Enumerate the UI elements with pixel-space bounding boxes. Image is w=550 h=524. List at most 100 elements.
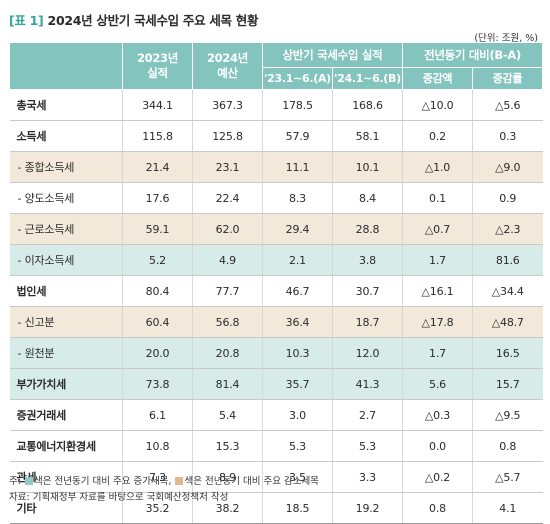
row-label: - 근로소득세 xyxy=(9,213,123,245)
row-label: 부가가치세 xyxy=(9,368,123,400)
header-group-change: 전년동기 대비(B-A) xyxy=(402,42,543,68)
table-row: 증권거래세 6.1 5.4 3.0 2.7 △0.3 △9.5 xyxy=(9,399,543,431)
header-group-actual: 상반기 국세수입 실적 xyxy=(262,42,403,68)
cell: 20.0 xyxy=(122,337,193,369)
cell: △2.3 xyxy=(472,213,543,245)
cell: 41.3 xyxy=(332,368,403,400)
cell: △10.0 xyxy=(402,89,473,121)
table-row: - 종합소득세 21.4 23.1 11.1 10.1 △1.0 △9.0 xyxy=(9,151,543,183)
cell: △0.7 xyxy=(402,213,473,245)
cell: 46.7 xyxy=(262,275,333,307)
header-2023-line2: 실적 xyxy=(147,66,168,80)
cell: 344.1 xyxy=(122,89,193,121)
table-row: 소득세 115.8 125.8 57.9 58.1 0.2 0.3 xyxy=(9,120,543,152)
cell: △9.5 xyxy=(472,399,543,431)
row-label: 총국세 xyxy=(9,89,123,121)
row-label: - 원천분 xyxy=(9,337,123,369)
table-row: - 이자소득세 5.2 4.9 2.1 3.8 1.7 81.6 xyxy=(9,244,543,276)
increase-legend-text: 색은 전년동기 대비 주요 증가세목, xyxy=(33,476,172,487)
header-2023-actual: 2023년 실적 xyxy=(122,42,193,90)
cell: △5.6 xyxy=(472,89,543,121)
cell: 23.1 xyxy=(192,151,263,183)
cell: 30.7 xyxy=(332,275,403,307)
header-2023-line1: 2023년 xyxy=(136,51,179,65)
table-row: 총국세 344.1 367.3 178.5 168.6 △10.0 △5.6 xyxy=(9,89,543,121)
cell: 0.8 xyxy=(472,430,543,462)
table-row: - 원천분 20.0 20.8 10.3 12.0 1.7 16.5 xyxy=(9,337,543,369)
cell: 5.4 xyxy=(192,399,263,431)
cell: 10.3 xyxy=(262,337,333,369)
header-sub-change-amount: 증감액 xyxy=(402,67,473,90)
cell: 115.8 xyxy=(122,120,193,152)
cell: 0.3 xyxy=(472,120,543,152)
tax-revenue-table: 2023년 실적 2024년 예산 상반기 국세수입 실적 전년동기 대비(B-… xyxy=(9,42,543,524)
cell: 0.9 xyxy=(472,182,543,214)
cell: 17.6 xyxy=(122,182,193,214)
cell: 178.5 xyxy=(262,89,333,121)
row-label: 소득세 xyxy=(9,120,123,152)
row-label: 교통에너지환경세 xyxy=(9,430,123,462)
decrease-color-swatch xyxy=(175,477,184,485)
cell: △48.7 xyxy=(472,306,543,338)
cell: △0.2 xyxy=(402,461,473,493)
note-prefix: 주: xyxy=(9,476,21,487)
cell: 81.6 xyxy=(472,244,543,276)
header-sub-2023: '23.1~6.(A) xyxy=(262,67,333,90)
table-number-tag: [표 1] xyxy=(9,13,44,28)
cell: 5.2 xyxy=(122,244,193,276)
table-row: 법인세 80.4 77.7 46.7 30.7 △16.1 △34.4 xyxy=(9,275,543,307)
cell: 3.5 xyxy=(262,461,333,493)
header-2024-line2: 예산 xyxy=(217,66,238,80)
cell: 28.8 xyxy=(332,213,403,245)
header-2024-line1: 2024년 xyxy=(206,51,249,65)
cell: 18.5 xyxy=(262,492,333,524)
cell: 8.4 xyxy=(332,182,403,214)
row-label: 법인세 xyxy=(9,275,123,307)
cell: 3.0 xyxy=(262,399,333,431)
cell: 20.8 xyxy=(192,337,263,369)
cell: 56.8 xyxy=(192,306,263,338)
cell: 125.8 xyxy=(192,120,263,152)
cell: 11.1 xyxy=(262,151,333,183)
cell: 5.3 xyxy=(332,430,403,462)
cell: △16.1 xyxy=(402,275,473,307)
cell: 168.6 xyxy=(332,89,403,121)
header-blank-cell xyxy=(9,42,123,90)
increase-color-swatch xyxy=(24,477,33,485)
cell: 35.7 xyxy=(262,368,333,400)
cell: 58.1 xyxy=(332,120,403,152)
header-sub-change-rate: 증감률 xyxy=(472,67,543,90)
row-label: - 종합소득세 xyxy=(9,151,123,183)
table-title-text: 2024년 상반기 국세수입 주요 세목 현황 xyxy=(47,13,259,28)
cell: 4.1 xyxy=(472,492,543,524)
header-2024-budget: 2024년 예산 xyxy=(192,42,263,90)
table-row: - 신고분 60.4 56.8 36.4 18.7 △17.8 △48.7 xyxy=(9,306,543,338)
cell: 4.9 xyxy=(192,244,263,276)
cell: 1.7 xyxy=(402,244,473,276)
cell: 80.4 xyxy=(122,275,193,307)
cell: 1.7 xyxy=(402,337,473,369)
decrease-legend-text: 색은 전년동기 대비 주요 감소세목 xyxy=(184,476,319,487)
cell: 0.2 xyxy=(402,120,473,152)
cell: 22.4 xyxy=(192,182,263,214)
cell: 29.4 xyxy=(262,213,333,245)
cell: 12.0 xyxy=(332,337,403,369)
cell: 367.3 xyxy=(192,89,263,121)
cell: 5.6 xyxy=(402,368,473,400)
cell: 81.4 xyxy=(192,368,263,400)
cell: 60.4 xyxy=(122,306,193,338)
source-note: 자료: 기획재정부 자료를 바탕으로 국회예산정책처 작성 xyxy=(9,492,229,503)
cell: 36.4 xyxy=(262,306,333,338)
cell: △9.0 xyxy=(472,151,543,183)
table-row: - 근로소득세 59.1 62.0 29.4 28.8 △0.7 △2.3 xyxy=(9,213,543,245)
cell: 59.1 xyxy=(122,213,193,245)
cell: 8.3 xyxy=(262,182,333,214)
row-label: - 양도소득세 xyxy=(9,182,123,214)
row-label: 증권거래세 xyxy=(9,399,123,431)
row-label: - 신고분 xyxy=(9,306,123,338)
cell: 57.9 xyxy=(262,120,333,152)
cell: 62.0 xyxy=(192,213,263,245)
cell: 15.3 xyxy=(192,430,263,462)
cell: △34.4 xyxy=(472,275,543,307)
cell: △1.0 xyxy=(402,151,473,183)
